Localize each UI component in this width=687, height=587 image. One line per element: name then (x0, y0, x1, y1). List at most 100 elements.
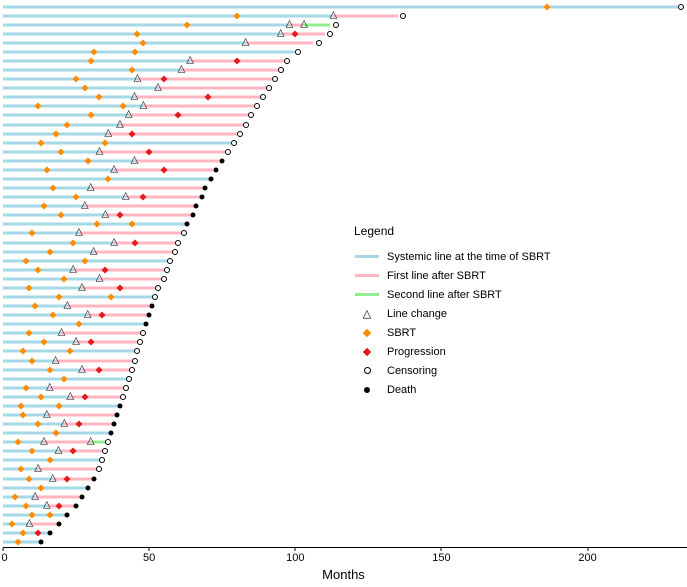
death-circle-icon (143, 321, 149, 327)
patient-row (3, 256, 687, 265)
patient-row (3, 374, 687, 383)
death-circle-icon (208, 176, 214, 182)
censoring-circle-icon (154, 284, 161, 291)
segment-systemic (3, 395, 71, 399)
segment-systemic (3, 295, 155, 299)
censoring-circle-icon (400, 12, 407, 19)
segment-first (333, 14, 398, 18)
death-circle-icon (38, 539, 44, 545)
line-change-triangle-icon: △ (40, 435, 48, 447)
patient-row: △ (3, 154, 687, 166)
patient-row: △ (3, 409, 687, 420)
censoring-circle-icon (125, 375, 132, 382)
patient-row: △ (3, 82, 687, 93)
segment-first (43, 440, 91, 444)
censoring-circle-icon (327, 30, 334, 37)
legend-item-first-line: First line after SBRT (354, 266, 551, 285)
death-circle-icon (149, 303, 155, 309)
segment-systemic (3, 186, 91, 190)
tick-label: 150 (432, 552, 451, 564)
segment-systemic (3, 123, 120, 127)
patient-row (3, 174, 687, 183)
segment-first (55, 359, 135, 363)
segment-systemic (3, 59, 191, 63)
line-change-triangle-icon: △ (241, 36, 250, 48)
segment-first (87, 313, 150, 317)
patient-row (3, 320, 687, 329)
segment-second (90, 440, 109, 444)
segment-first (134, 159, 220, 163)
censoring-circle-icon (99, 457, 106, 464)
death-circle-icon (117, 403, 123, 409)
segment-first (61, 331, 144, 335)
death-circle-icon (91, 476, 97, 482)
segment-first (67, 304, 153, 308)
filled-circle-icon (364, 386, 370, 393)
segment-first (114, 241, 179, 245)
segment-systemic (3, 213, 106, 217)
segment-first (76, 340, 141, 344)
line-change-triangle-icon: △ (276, 27, 285, 39)
line-change-triangle-icon: △ (57, 326, 66, 338)
censoring-circle-icon (140, 330, 147, 337)
censoring-circle-icon (175, 239, 182, 246)
line-change-triangle-icon: △ (116, 118, 124, 130)
patient-row: △ (3, 309, 687, 320)
death-circle-icon (73, 503, 79, 509)
segment-first (280, 32, 325, 36)
x-axis-ticks: 0 50 100 150 200 (1, 548, 687, 564)
censoring-circle-icon (254, 103, 261, 110)
patient-row: △ (3, 36, 687, 48)
line-change-triangle-icon: △ (89, 245, 98, 257)
censoring-circle-icon (181, 230, 188, 237)
censoring-circle-icon (96, 466, 103, 473)
censoring-circle-icon (225, 148, 232, 155)
death-circle-icon (219, 158, 225, 164)
legend-item-line-change: △ Line change (354, 304, 551, 323)
orange-diamond-icon (362, 328, 372, 337)
censoring-circle-icon (134, 348, 141, 355)
tick-mark (294, 548, 296, 551)
segment-first (108, 132, 237, 136)
line-change-triangle-icon: △ (124, 108, 133, 120)
segment-first (99, 150, 226, 154)
patient-row: △ (3, 463, 687, 474)
red-diamond-icon (362, 347, 372, 356)
legend-key (354, 293, 380, 296)
patient-row (3, 401, 687, 410)
death-circle-icon (47, 530, 53, 536)
segment-systemic (3, 23, 290, 27)
patient-row (3, 538, 687, 547)
patient-row: △ △ (3, 435, 687, 447)
patient-row: △ (3, 273, 687, 283)
segment-first (105, 213, 193, 217)
tick-mark (148, 548, 150, 551)
legend-item-label: Line change (387, 307, 447, 320)
sbrt-diamond-icon (92, 220, 101, 228)
segment-systemic (3, 277, 100, 281)
legend-item-second-line: Second line after SBRT (354, 285, 551, 304)
open-triangle-icon: △ (362, 307, 372, 320)
censoring-circle-icon (242, 121, 249, 128)
legend-item-sbrt: SBRT (354, 323, 551, 342)
open-circle-icon (363, 367, 371, 374)
segment-first (49, 386, 126, 390)
patient-row: △ (3, 73, 687, 84)
sbrt-diamond-icon (49, 311, 57, 319)
death-circle-icon (79, 494, 85, 500)
segment-first (181, 68, 278, 72)
patient-row: △ (3, 364, 687, 374)
death-circle-icon (190, 212, 196, 218)
patient-row (3, 220, 687, 229)
death-circle-icon (111, 421, 117, 427)
systemic-line-swatch (355, 255, 379, 258)
patient-row: △ (3, 182, 687, 193)
patient-row: △ △ (3, 19, 687, 29)
patient-row: △ (3, 491, 687, 501)
line-change-triangle-icon: △ (130, 154, 139, 166)
segment-systemic (3, 241, 115, 245)
line-change-triangle-icon: △ (95, 145, 104, 157)
segment-first (84, 204, 196, 208)
patient-row: △ (3, 118, 687, 130)
line-change-triangle-icon: △ (139, 99, 148, 111)
